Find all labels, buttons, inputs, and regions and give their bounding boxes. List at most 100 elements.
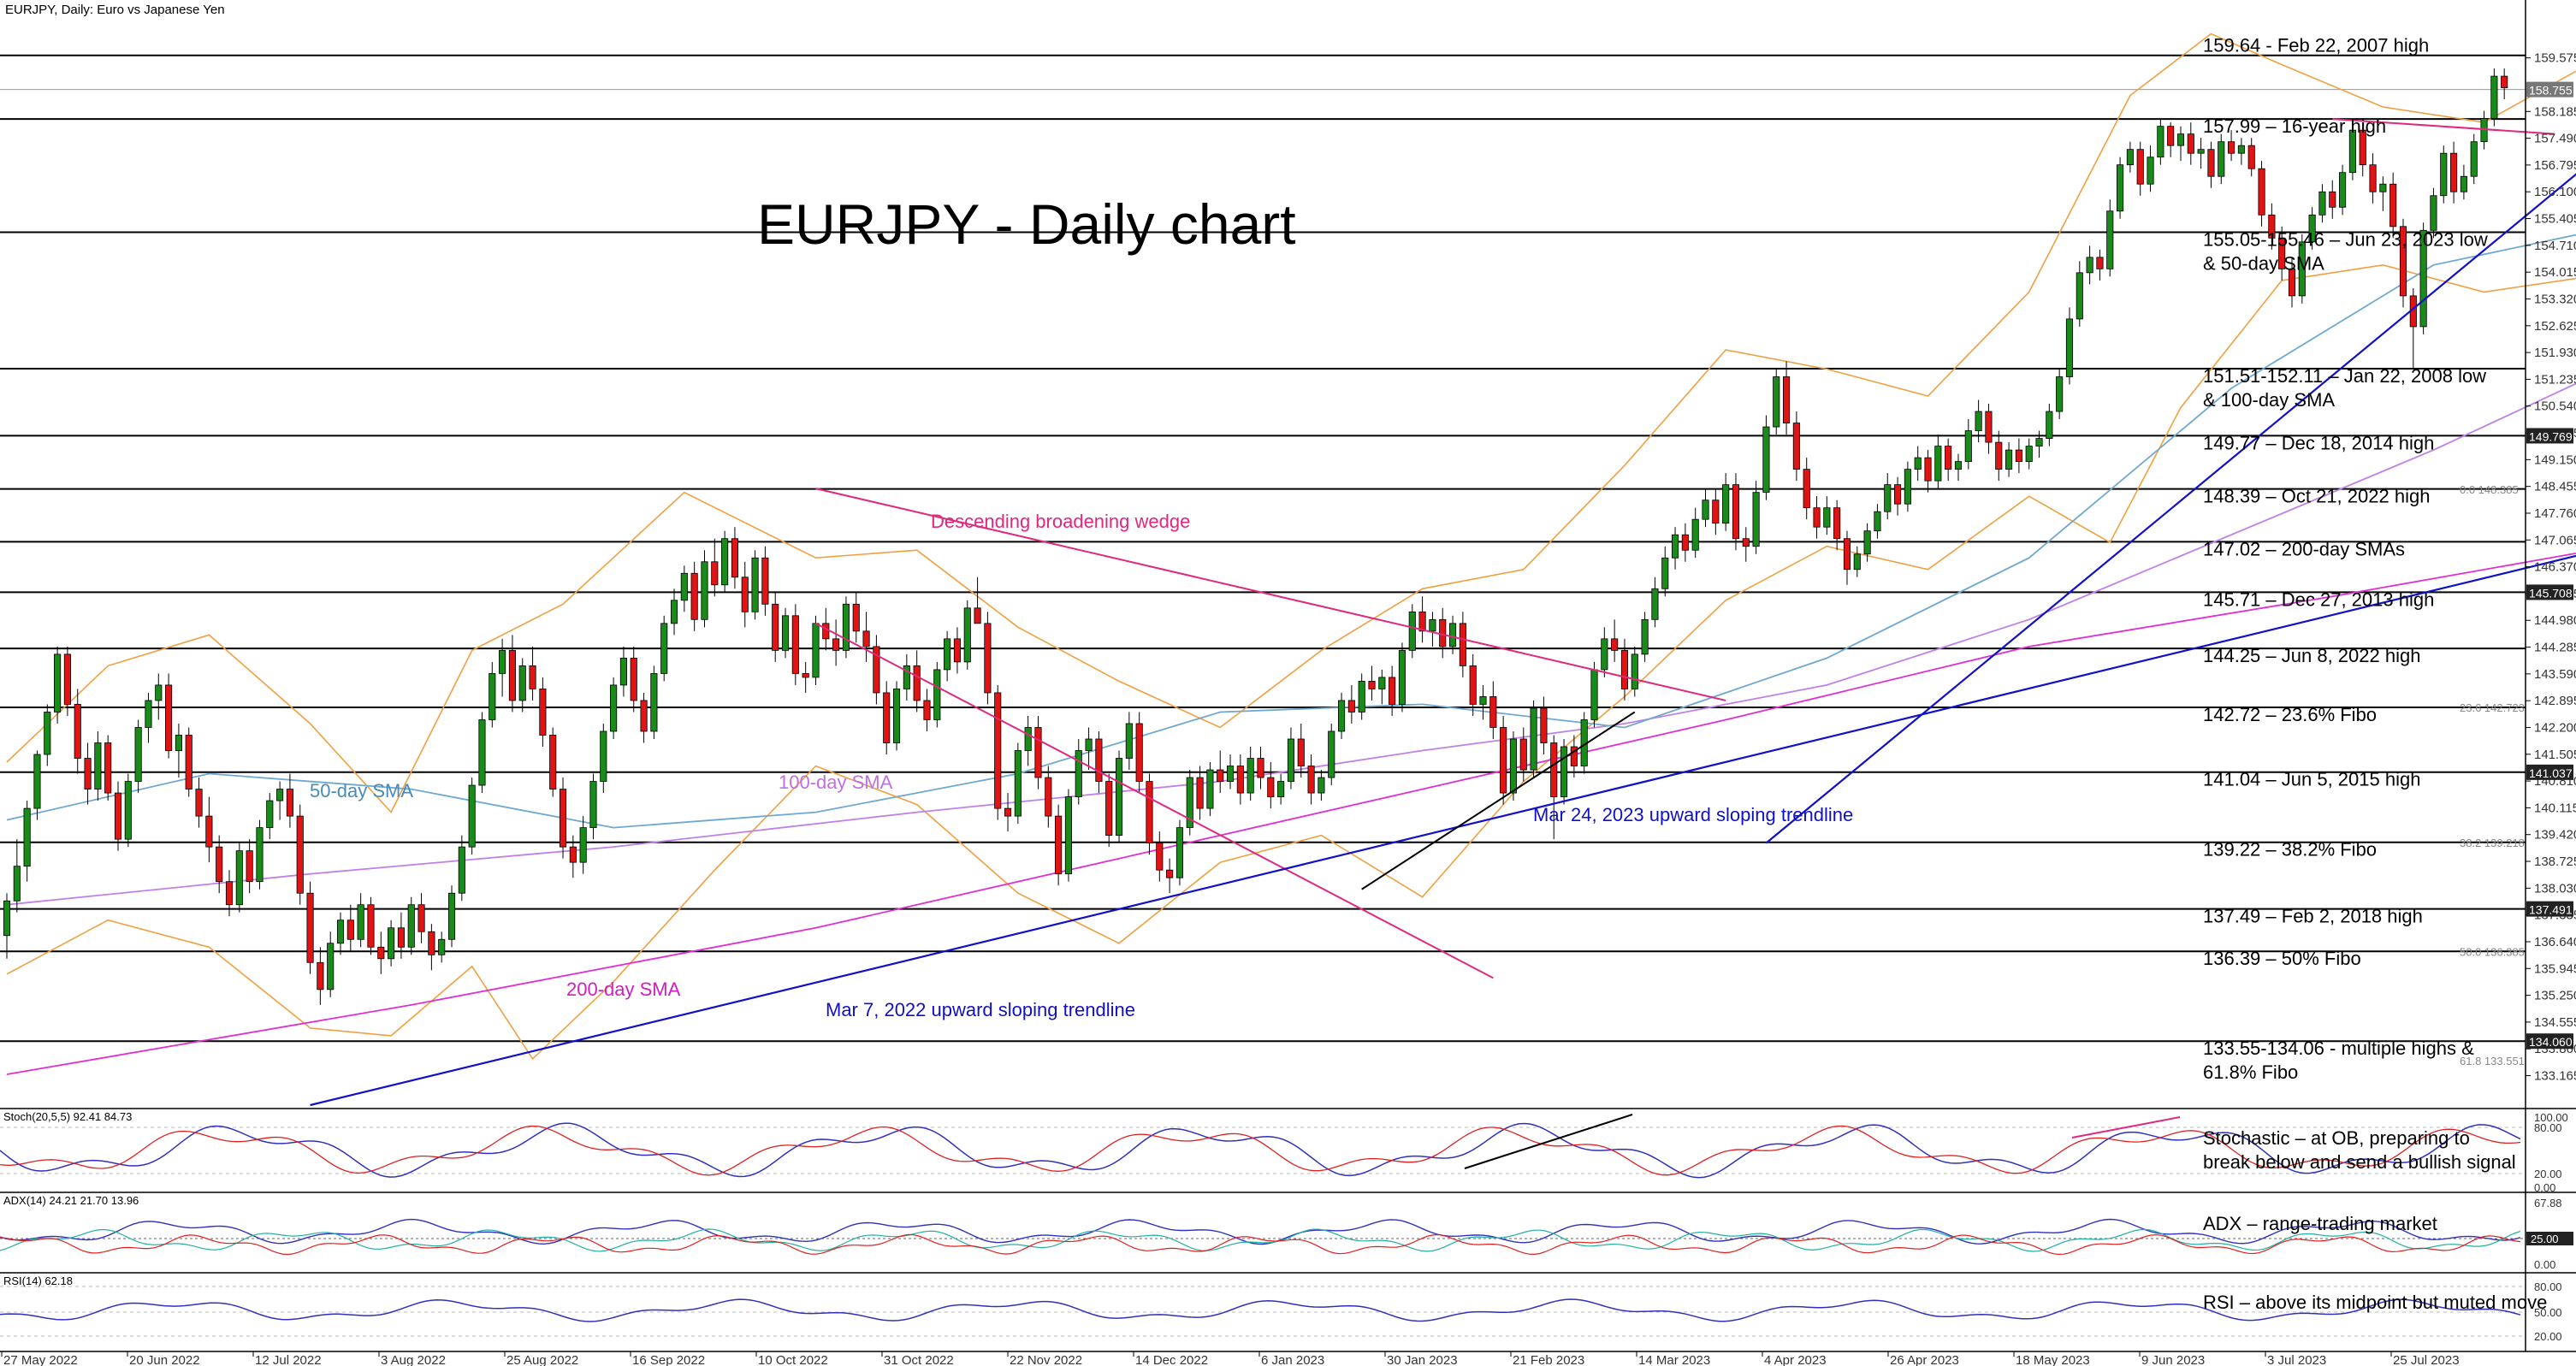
candle-body — [852, 603, 860, 632]
candle-body — [711, 561, 719, 586]
stoch-trend-pink — [2071, 1116, 2181, 1138]
y-tick-label: 159.575 — [2534, 51, 2576, 66]
candle-body — [1064, 796, 1073, 875]
candle-body — [195, 789, 203, 817]
candle-body — [1347, 700, 1355, 713]
candle-body — [1914, 457, 1922, 470]
candle-body — [397, 927, 405, 948]
candle-body — [2258, 168, 2265, 216]
candle-body — [357, 904, 364, 940]
candle-body — [428, 931, 435, 955]
candle-body — [2460, 175, 2467, 192]
candle-body — [1742, 538, 1750, 547]
candle-body — [2288, 268, 2296, 297]
candle-body — [1601, 638, 1608, 671]
candle-body — [741, 577, 749, 612]
y-tick-label: 136.640 — [2534, 935, 2576, 949]
candle-body — [903, 665, 910, 689]
candle-body — [2318, 191, 2326, 216]
candle-body — [1307, 766, 1315, 794]
sma100-label: 100-day SMA — [779, 772, 893, 793]
candle-body — [660, 623, 668, 674]
candle-body — [721, 538, 729, 586]
candle-body — [1034, 727, 1042, 778]
candle-body — [2207, 149, 2215, 177]
x-tick-label: 3 Aug 2022 — [381, 1353, 446, 1366]
y-tick-label: 156.100 — [2534, 185, 2576, 199]
top-resistance-line — [2332, 118, 2555, 135]
candle-body — [1408, 611, 1416, 651]
candle-body — [63, 653, 71, 705]
stoch-note-1: Stochastic – at OB, preparing to — [2203, 1127, 2470, 1149]
candle-body — [1509, 738, 1518, 794]
candle-body — [165, 684, 173, 751]
y-tick-label: 147.065 — [2534, 533, 2576, 547]
level-label: 141.04 – Jun 5, 2015 high — [2203, 769, 2420, 790]
chart-title: EURJPY - Daily chart — [757, 192, 1296, 256]
candle-body — [1904, 469, 1911, 505]
candle-body — [1175, 827, 1184, 878]
rsi-axis: 80.00 — [2534, 1280, 2562, 1293]
candle-body — [489, 673, 496, 720]
candle-body — [2329, 191, 2336, 208]
candle-body — [842, 603, 850, 651]
candle-body — [2126, 149, 2134, 166]
wedge-label: Descending broadening wedge — [931, 511, 1190, 532]
y-tick-label: 154.710 — [2534, 239, 2576, 253]
stoch-note-2: break below and send a bullish signal — [2203, 1151, 2516, 1173]
candle-body — [1115, 758, 1123, 837]
candle-body — [1874, 511, 1881, 532]
bollinger-upper — [6, 33, 2576, 814]
candle-body — [1217, 769, 1224, 782]
candle-body — [1560, 746, 1568, 797]
candle-body — [822, 623, 830, 640]
window-title: EURJPY, Daily: Euro vs Japanese Yen — [5, 3, 225, 17]
level-label: 142.72 – 23.6% Fibo — [2203, 704, 2377, 725]
x-tick-label: 9 Jun 2023 — [2141, 1353, 2205, 1366]
candle-body — [1469, 665, 1477, 705]
candle-body — [1671, 534, 1679, 559]
candle-body — [1055, 815, 1063, 875]
adx-tag-bg — [2526, 1232, 2573, 1245]
candle-body — [23, 807, 31, 867]
candle-body — [569, 846, 577, 863]
x-tick-label: 6 Jan 2023 — [1261, 1353, 1324, 1366]
candle-body — [1024, 727, 1032, 751]
candle-body — [175, 735, 182, 751]
trendline-mar-2023 — [1765, 173, 2576, 844]
x-tick-label: 18 May 2023 — [2016, 1353, 2090, 1366]
level-label: 139.22 – 38.2% Fibo — [2203, 839, 2377, 860]
candle-body — [296, 815, 304, 894]
candle-body — [54, 653, 62, 713]
candle-body — [923, 700, 931, 720]
x-tick-label: 26 Apr 2023 — [1890, 1353, 1959, 1366]
y-tick-label: 152.625 — [2534, 319, 2576, 334]
y-tick-label: 135.250 — [2534, 989, 2576, 1003]
trendline-mar-2022 — [310, 554, 2576, 1107]
candle-body — [589, 781, 597, 829]
candle-body — [2369, 164, 2377, 192]
candle-body — [2450, 152, 2458, 192]
candle-body — [994, 692, 1002, 809]
candle-body — [701, 561, 708, 620]
stoch-k-line — [0, 1122, 2521, 1179]
candle-body — [2430, 195, 2437, 231]
candle-body — [145, 700, 152, 728]
candle-body — [2237, 145, 2245, 154]
level-label: 147.02 – 200-day SMAs — [2203, 538, 2405, 559]
candle-body — [1287, 738, 1295, 782]
adx-axis: 67.88 — [2534, 1197, 2562, 1209]
candle-body — [1196, 777, 1204, 809]
y-tick-label: 133.165 — [2534, 1069, 2576, 1084]
fibo-label: 50.0 136.385 — [2460, 945, 2525, 958]
candle-body — [458, 846, 465, 894]
candle-body — [1135, 723, 1143, 782]
candle-body — [640, 700, 648, 732]
rsi-note: RSI – above its midpoint but muted move — [2203, 1292, 2547, 1313]
level-label: 144.25 – Jun 8, 2022 high — [2203, 645, 2420, 666]
candle-body — [1125, 723, 1133, 759]
y-tick-label: 151.235 — [2534, 372, 2576, 387]
x-tick-label: 12 Jul 2022 — [255, 1353, 322, 1366]
x-tick-label: 3 Jul 2023 — [2267, 1353, 2326, 1366]
candle-body — [1550, 742, 1558, 797]
